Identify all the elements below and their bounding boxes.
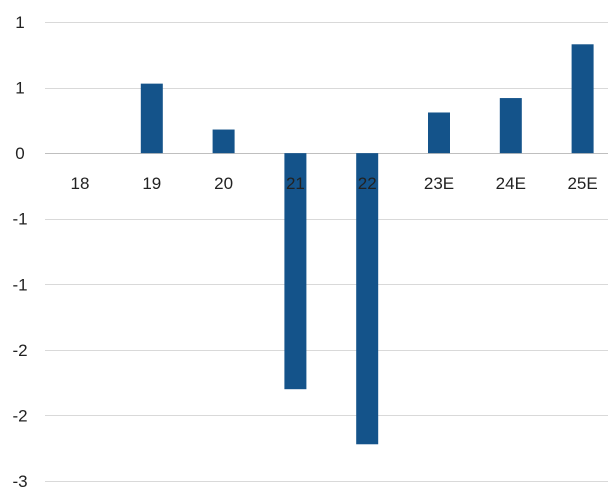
x-tick-label-25e: 25E [567,174,597,193]
gridlines [45,22,608,482]
bar-19 [140,83,163,154]
y-tick-label: 0 [15,144,24,163]
y-tick-label: -1 [12,275,27,294]
bar-25e [571,44,594,154]
y-tick-label: -1 [12,210,27,229]
bar-23e [428,112,450,154]
y-tick-label: -2 [12,406,27,425]
bar-24e [499,98,522,154]
y-tick-label: -3 [12,472,27,491]
bars [140,44,594,445]
x-tick-label-20: 20 [214,174,233,193]
y-tick-label: 1 [15,13,24,32]
x-tick-label-19: 19 [142,174,161,193]
x-axis-tick-labels: 18 19 20 21 22 23E 24E 25E [71,174,598,193]
y-tick-label: 1 [15,79,24,98]
x-tick-label-23e: 23E [424,174,454,193]
y-axis-tick-labels: 1 1 0 -1 -1 -2 -2 -3 [12,13,27,491]
x-tick-label-24e: 24E [496,174,526,193]
bar-21 [284,153,307,390]
bar-20 [212,129,235,154]
x-tick-label-18: 18 [71,174,90,193]
x-tick-label-22: 22 [358,174,377,193]
y-tick-label: -2 [12,341,27,360]
bar-22 [356,153,379,445]
x-tick-label-21: 21 [286,174,305,193]
